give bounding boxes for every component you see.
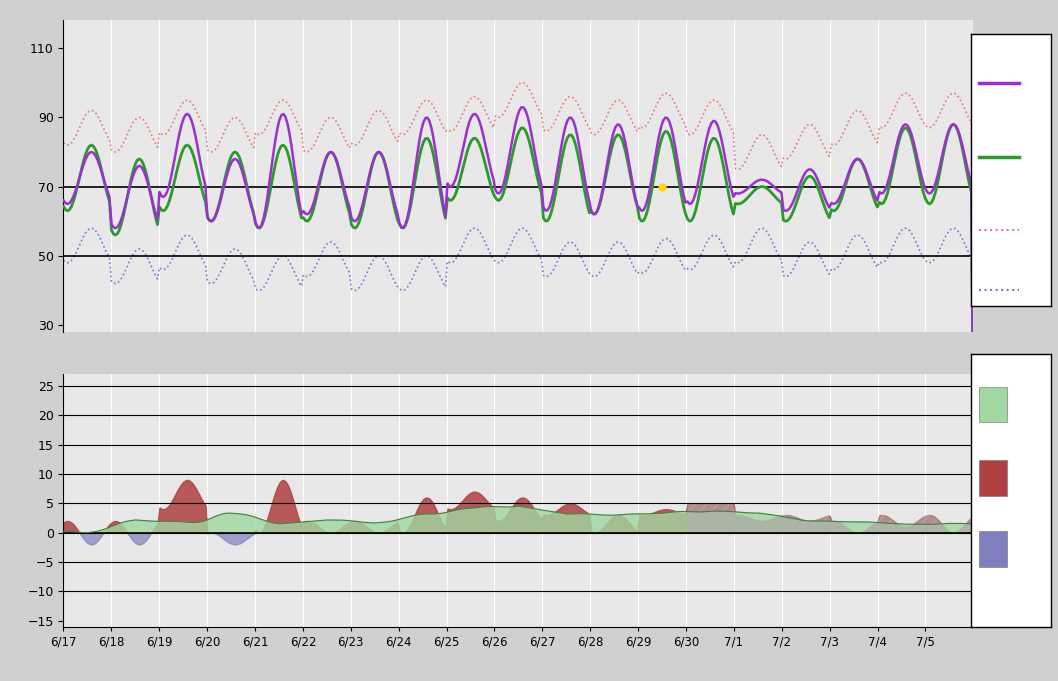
Bar bbox=[980, 387, 1007, 422]
Bar bbox=[980, 531, 1007, 567]
Bar bbox=[980, 460, 1007, 496]
